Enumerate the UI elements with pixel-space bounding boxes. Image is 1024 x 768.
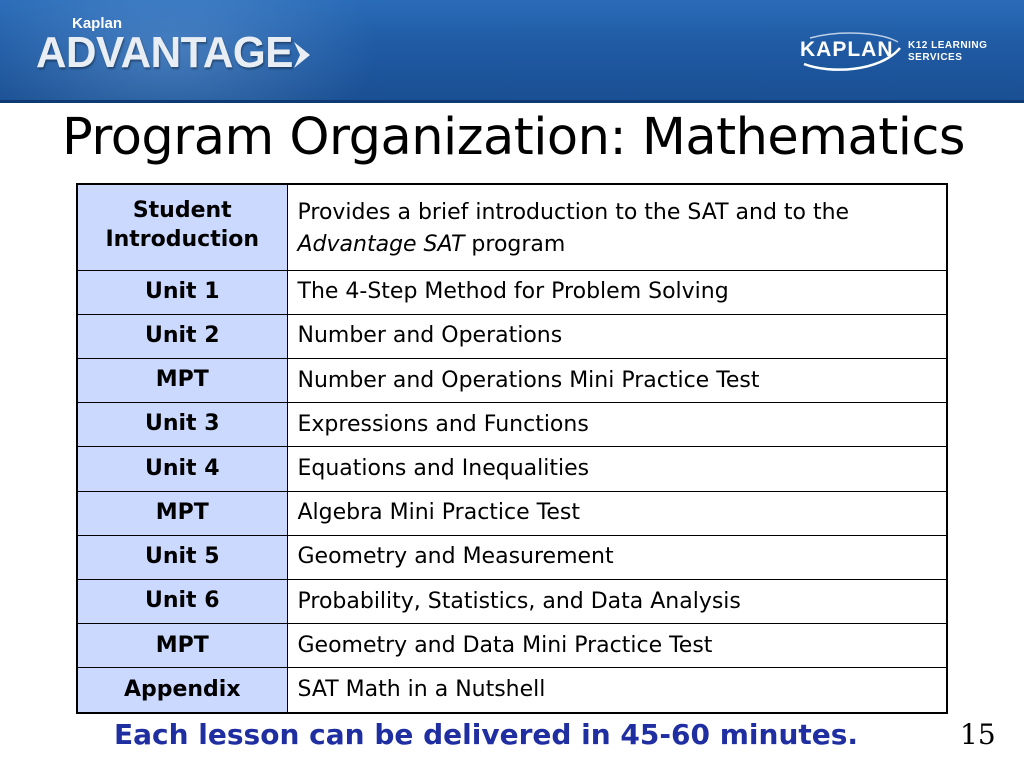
kaplan-wordmark: KAPLAN	[800, 38, 894, 61]
kaplan-swoosh-icon	[803, 32, 901, 71]
advantage-arrow-icon	[294, 42, 310, 68]
banner-glow	[0, 0, 380, 103]
row-label: Unit 6	[76, 579, 288, 625]
table-row: MPT Algebra Mini Practice Test	[76, 490, 948, 536]
footer-note: Each lesson can be delivered in 45-60 mi…	[114, 718, 859, 751]
row-label: Unit 4	[76, 446, 288, 492]
row-label: Appendix	[76, 667, 288, 714]
row-label: Unit 2	[76, 313, 288, 359]
banner-bottom-rule	[0, 100, 1024, 103]
row-description: Number and Operations Mini Practice Test	[286, 357, 948, 404]
table-row: Unit 4 Equations and Inequalities	[76, 446, 948, 492]
row-description: Number and Operations	[286, 313, 948, 359]
table-row: Unit 6 Probability, Statistics, and Data …	[76, 579, 948, 625]
kaplan-k12-logo: KAPLAN K12 LEARNING SERVICES	[800, 28, 1000, 78]
desc-text: program	[464, 231, 566, 257]
table-row: MPT Number and Operations Mini Practice T…	[76, 357, 948, 404]
row-description: Equations and Inequalities	[286, 446, 948, 492]
brand-advantage-logo: ADVANTAGE	[36, 28, 293, 77]
k12-learning-text: K12 LEARNING	[908, 40, 988, 51]
row-description: The 4-Step Method for Problem Solving	[286, 269, 948, 315]
table-row: Unit 5 Geometry and Measurement	[76, 534, 948, 581]
table-row: MPT Geometry and Data Mini Practice Test	[76, 623, 948, 669]
table-row: Unit 1 The 4-Step Method for Problem Solv…	[76, 269, 948, 315]
desc-italic-text: Advantage SAT	[297, 231, 465, 257]
row-label: Unit 5	[76, 534, 288, 581]
page-title: Program Organization: Mathematics	[62, 108, 966, 167]
row-description: Geometry and Data Mini Practice Test	[286, 623, 948, 669]
label-line: Introduction	[105, 226, 260, 252]
row-label: MPT	[76, 357, 288, 404]
services-text: SERVICES	[908, 52, 963, 63]
row-label: Unit 1	[76, 269, 288, 315]
brand-kaplan-small: Kaplan	[72, 15, 123, 32]
table-row: Unit 3 Expressions and Functions	[76, 402, 948, 448]
label-line: Student	[132, 198, 232, 223]
row-description: Geometry and Measurement	[286, 534, 948, 581]
table-row: Student Introduction Provides a brief in…	[76, 183, 948, 271]
header-banner: Kaplan ADVANTAGE KAPLAN K12 LEARNING SER…	[0, 0, 1024, 103]
row-label: Unit 3	[76, 402, 288, 448]
row-label: MPT	[76, 490, 288, 536]
row-description: Provides a brief introduction to the SAT…	[286, 183, 948, 271]
row-description: SAT Math in a Nutshell	[286, 667, 948, 714]
row-label: MPT	[76, 623, 288, 669]
table-row: Appendix SAT Math in a Nutshell	[76, 667, 948, 714]
table-row: Unit 2 Number and Operations	[76, 313, 948, 359]
program-table: Student Introduction Provides a brief in…	[76, 183, 948, 714]
row-description: Expressions and Functions	[286, 402, 948, 448]
row-description: Probability, Statistics, and Data Analys…	[286, 579, 948, 625]
row-label: Student Introduction	[76, 183, 288, 271]
page-number: 15	[960, 718, 996, 751]
row-description: Algebra Mini Practice Test	[286, 490, 948, 536]
desc-text: Provides a brief introduction to the SAT…	[297, 200, 850, 225]
